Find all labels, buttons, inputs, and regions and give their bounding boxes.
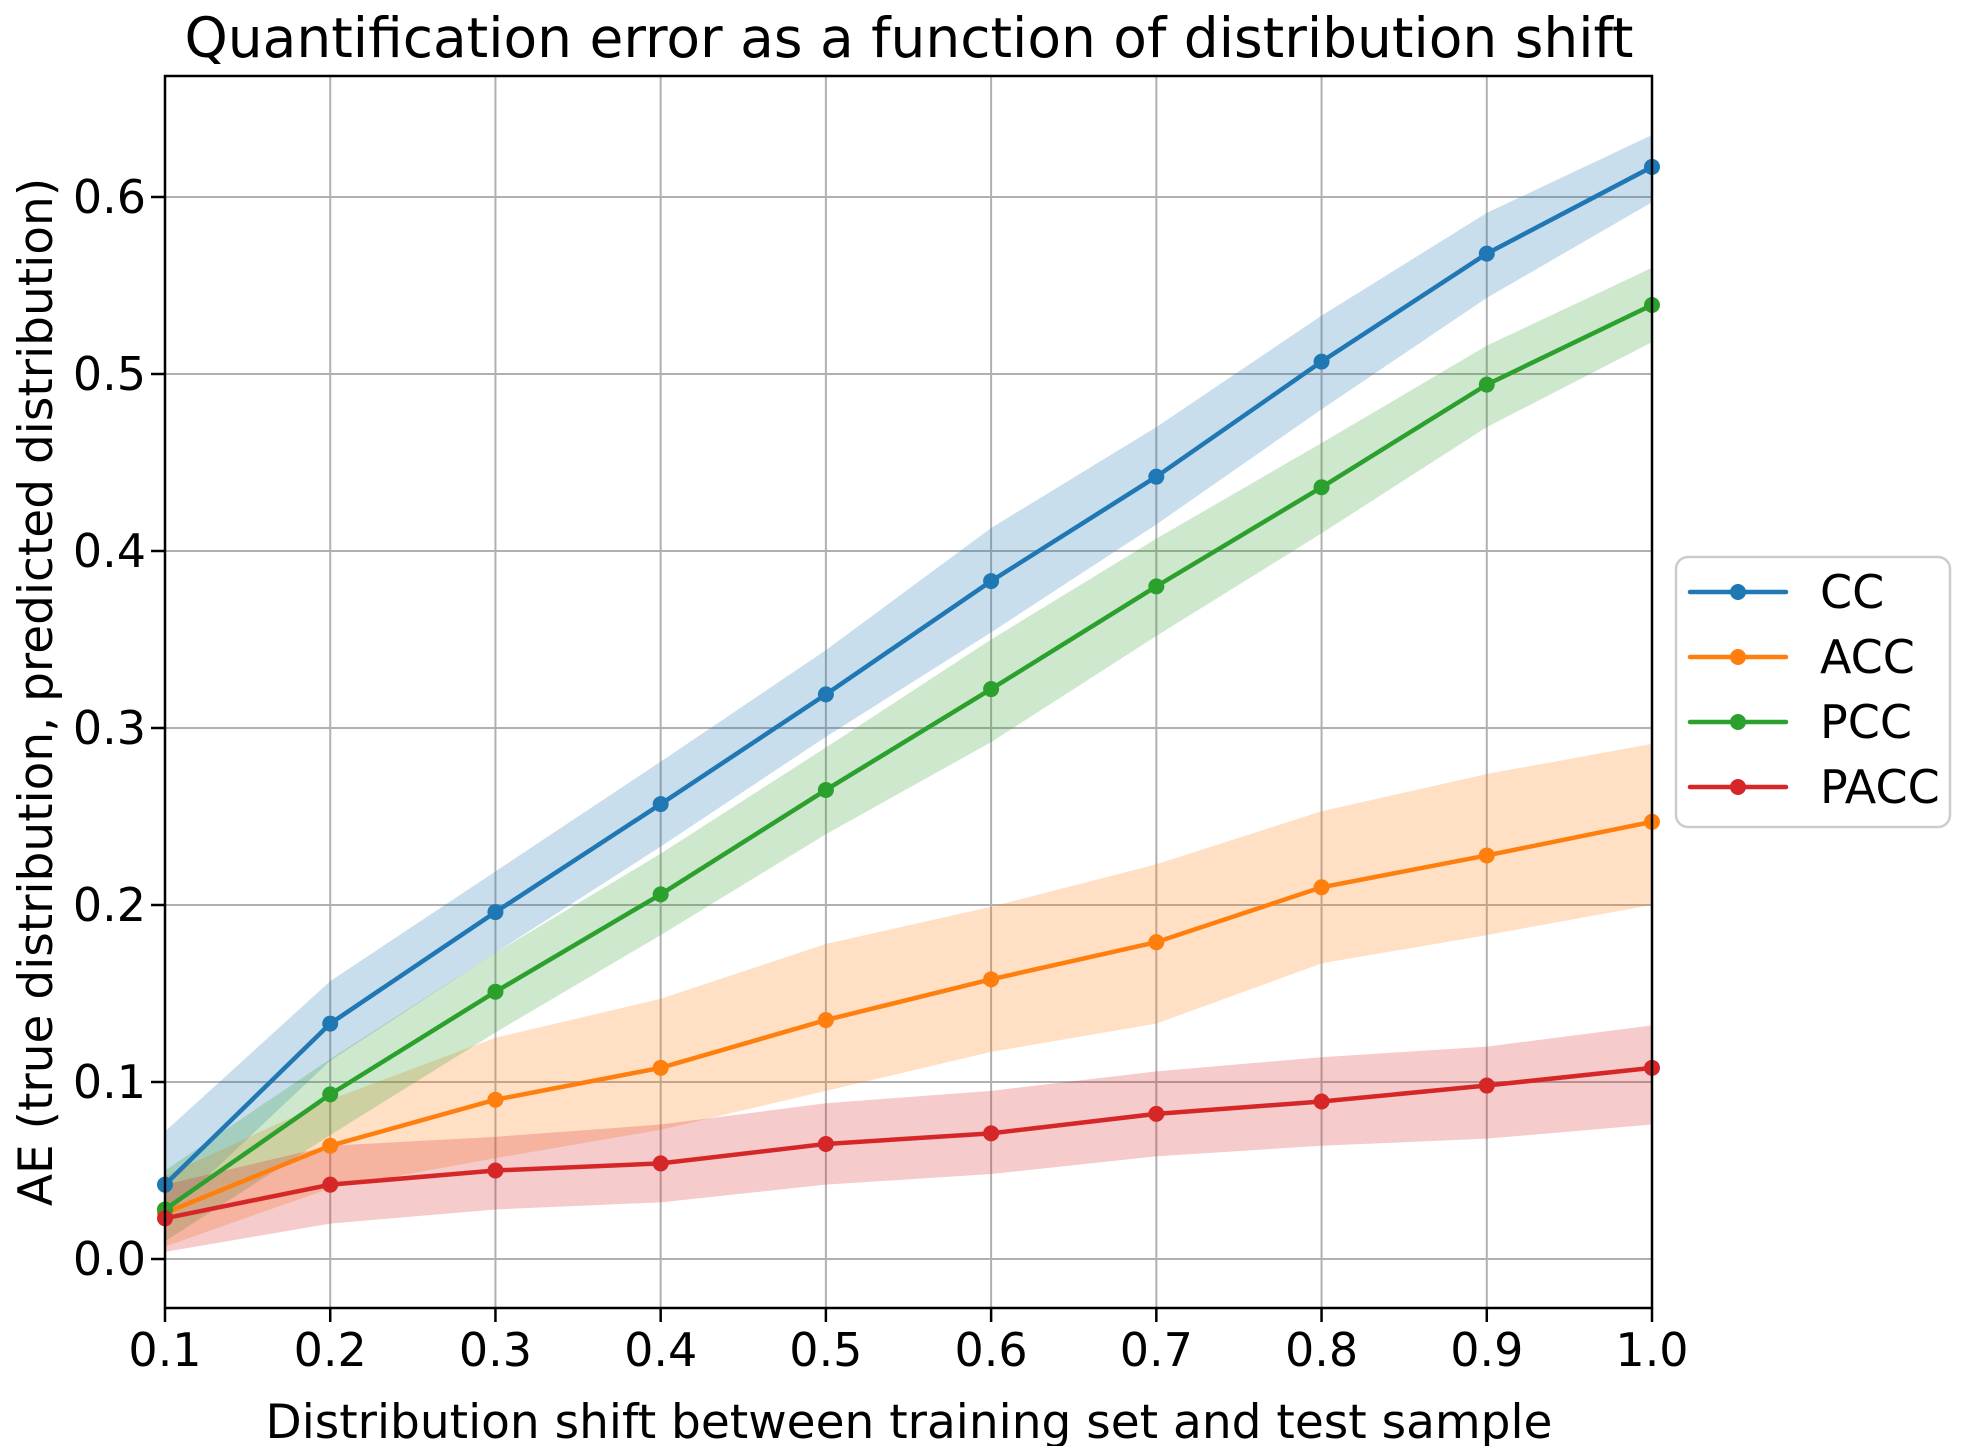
marker-cc xyxy=(983,573,1000,590)
marker-pcc xyxy=(652,886,669,903)
marker-pacc xyxy=(652,1155,669,1172)
legend-label: CC xyxy=(1820,565,1884,619)
legend-marker xyxy=(1730,584,1746,600)
series-lines xyxy=(157,158,1660,1227)
y-tick-label: 0.4 xyxy=(73,524,146,578)
band-cc xyxy=(165,135,1652,1217)
marker-pcc xyxy=(983,681,1000,698)
legend: CC ACC PCC PACC xyxy=(1674,555,1952,829)
marker-pacc xyxy=(322,1176,339,1193)
marker-pacc xyxy=(1148,1105,1165,1122)
y-tick-label: 0.2 xyxy=(73,878,146,932)
band-acc xyxy=(165,743,1652,1247)
marker-cc xyxy=(487,904,504,921)
marker-pacc xyxy=(487,1162,504,1179)
legend-label: PCC xyxy=(1820,695,1912,749)
x-tick-label: 0.8 xyxy=(1285,1323,1358,1377)
marker-pcc xyxy=(1313,479,1330,496)
x-tick-label: 0.5 xyxy=(789,1323,862,1377)
x-tick-label: 0.1 xyxy=(128,1323,201,1377)
marker-acc xyxy=(1148,934,1165,951)
legend-marker xyxy=(1730,714,1746,730)
legend-marker xyxy=(1730,779,1746,795)
y-tick-label: 0.0 xyxy=(73,1232,146,1286)
axes-border xyxy=(163,74,1654,1310)
marker-acc xyxy=(487,1091,504,1108)
x-tick-label: 0.4 xyxy=(624,1323,697,1377)
x-tick-label: 0.6 xyxy=(955,1323,1028,1377)
x-tick-label: 0.2 xyxy=(294,1323,367,1377)
marker-acc xyxy=(1313,879,1330,896)
marker-cc xyxy=(1148,468,1165,485)
marker-pacc xyxy=(1313,1093,1330,1110)
marker-pacc xyxy=(983,1125,1000,1142)
y-tick-label: 0.3 xyxy=(73,701,146,755)
marker-acc xyxy=(1478,847,1495,864)
legend-label: ACC xyxy=(1820,630,1915,684)
confidence-bands xyxy=(165,135,1652,1252)
tick-marks xyxy=(151,195,1654,1322)
legend-marker xyxy=(1730,649,1746,665)
x-tick-labels: 0.1 0.2 0.3 0.4 0.5 0.6 0.7 0.8 0.9 1.0 xyxy=(128,1323,1688,1377)
legend-label: PACC xyxy=(1820,760,1940,814)
x-tick-label: 0.9 xyxy=(1450,1323,1523,1377)
marker-cc xyxy=(1313,353,1330,370)
marker-pacc xyxy=(1478,1077,1495,1094)
line-cc xyxy=(162,164,1655,1187)
y-tick-label: 0.5 xyxy=(73,347,146,401)
marker-acc xyxy=(322,1137,339,1154)
marker-cc xyxy=(1478,245,1495,262)
marker-cc xyxy=(652,796,669,813)
plot-frame xyxy=(163,74,1654,1310)
x-axis-label: Distribution shift between training set … xyxy=(266,1395,1553,1446)
marker-pcc xyxy=(1478,376,1495,393)
marker-acc xyxy=(817,1012,834,1029)
marker-cc xyxy=(817,686,834,703)
chart-title: Quantification error as a function of di… xyxy=(185,6,1634,70)
marker-acc xyxy=(983,971,1000,988)
x-tick-label: 1.0 xyxy=(1615,1323,1688,1377)
marker-pcc xyxy=(322,1086,339,1103)
x-tick-label: 0.7 xyxy=(1120,1323,1193,1377)
legend-box xyxy=(1674,555,1952,829)
marker-cc xyxy=(322,1015,339,1032)
marker-pcc xyxy=(1148,578,1165,595)
line-acc xyxy=(162,819,1655,1216)
y-axis-label: AE (true distribution, predicted distrib… xyxy=(9,178,64,1206)
marker-acc xyxy=(652,1059,669,1076)
y-tick-label: 0.6 xyxy=(73,170,146,224)
marker-pcc xyxy=(487,983,504,1000)
y-tick-label: 0.1 xyxy=(73,1055,146,1109)
marker-pacc xyxy=(817,1135,834,1152)
marker-pcc xyxy=(817,781,834,798)
y-tick-labels: 0.0 0.1 0.2 0.3 0.4 0.5 0.6 xyxy=(73,170,146,1286)
line-pcc xyxy=(162,302,1655,1212)
x-tick-label: 0.3 xyxy=(459,1323,532,1377)
line-pacc xyxy=(162,1065,1655,1221)
